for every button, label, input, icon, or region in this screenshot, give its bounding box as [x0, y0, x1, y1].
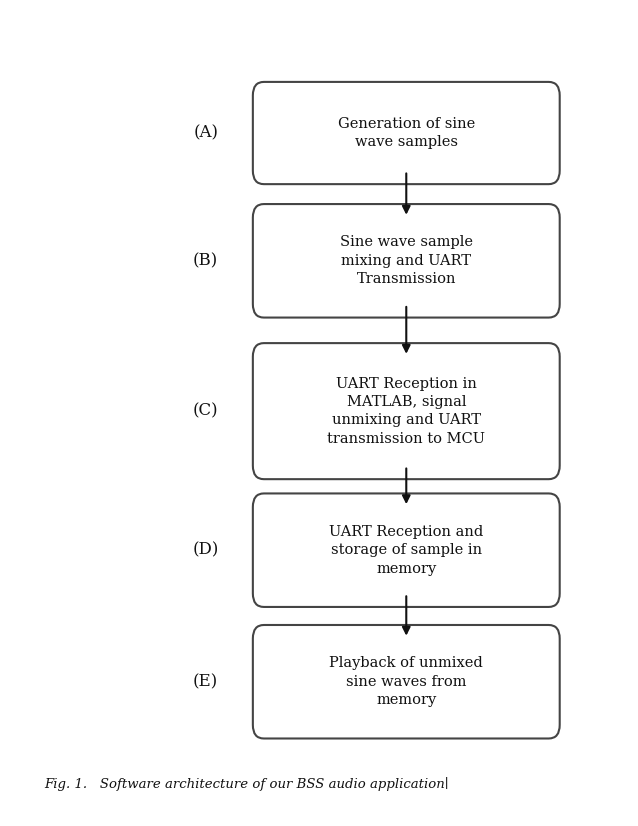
Text: (D): (D): [193, 542, 219, 558]
FancyBboxPatch shape: [253, 493, 560, 607]
Text: (B): (B): [193, 252, 218, 269]
FancyBboxPatch shape: [253, 204, 560, 317]
Text: (A): (A): [193, 125, 218, 141]
Text: Fig. 1.   Software architecture of our BSS audio application∣: Fig. 1. Software architecture of our BSS…: [45, 777, 449, 791]
Text: UART Reception and
storage of sample in
memory: UART Reception and storage of sample in …: [329, 525, 484, 576]
Text: Sine wave sample
mixing and UART
Transmission: Sine wave sample mixing and UART Transmi…: [340, 235, 473, 287]
FancyBboxPatch shape: [253, 343, 560, 479]
Text: Generation of sine
wave samples: Generation of sine wave samples: [338, 116, 475, 150]
FancyBboxPatch shape: [253, 82, 560, 184]
FancyBboxPatch shape: [253, 625, 560, 738]
Text: UART Reception in
MATLAB, signal
unmixing and UART
transmission to MCU: UART Reception in MATLAB, signal unmixin…: [327, 377, 486, 446]
Text: Playback of unmixed
sine waves from
memory: Playback of unmixed sine waves from memo…: [329, 657, 483, 707]
Text: (C): (C): [193, 402, 218, 420]
Text: (E): (E): [193, 673, 218, 691]
